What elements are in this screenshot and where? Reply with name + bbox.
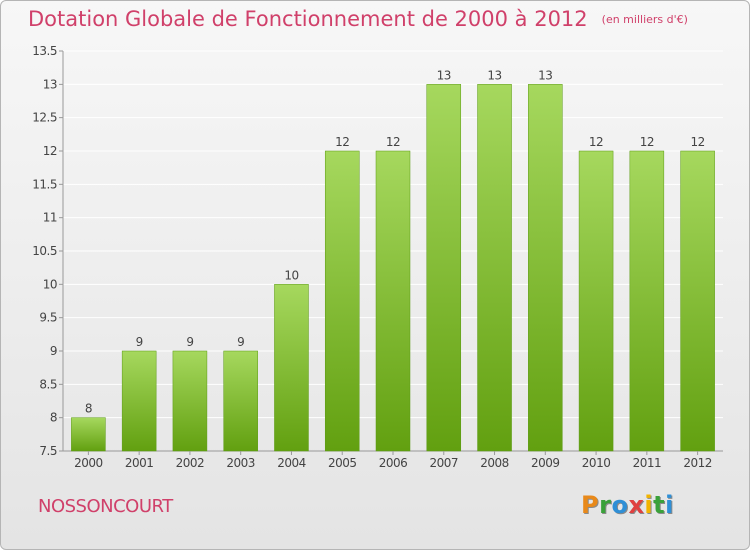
logo-letter: P: [581, 491, 600, 519]
x-tick-label: 2010: [582, 456, 611, 470]
data-label: 13: [487, 68, 501, 82]
bar: [274, 284, 309, 452]
logo-letter: i: [665, 491, 674, 519]
y-tick-label: 12: [43, 144, 57, 158]
x-tick-label: 2012: [683, 456, 712, 470]
bar: [172, 350, 208, 452]
data-label: 12: [386, 135, 400, 149]
logo-letter: o: [611, 491, 629, 519]
bar: [324, 150, 360, 452]
logo-letter: t: [653, 491, 666, 519]
data-label: 9: [136, 335, 143, 349]
proxiti-logo: Proxiti: [581, 491, 674, 519]
data-label: 9: [237, 335, 244, 349]
bar: [375, 150, 411, 452]
y-tick-label: 8.5: [39, 377, 57, 391]
y-tick-label: 10: [43, 277, 57, 291]
y-tick-label: 9.5: [39, 311, 57, 325]
x-tick-label: 2001: [125, 456, 154, 470]
y-tick-label: 7.5: [39, 444, 57, 458]
x-tick-label: 2003: [226, 456, 255, 470]
y-tick-label: 11: [43, 211, 57, 225]
logo-letter: r: [599, 491, 612, 519]
y-tick-label: 10.5: [32, 244, 57, 258]
bar: [629, 150, 665, 452]
logo-letter: i: [644, 491, 654, 519]
data-label: 12: [335, 135, 349, 149]
data-label: 12: [640, 135, 654, 149]
bar: [578, 150, 614, 452]
bar: [477, 84, 512, 452]
x-tick-label: 2004: [277, 456, 306, 470]
x-tick-label: 2000: [74, 456, 103, 470]
y-tick-label: 13.5: [32, 44, 57, 58]
logo-letter: x: [628, 491, 645, 519]
x-tick-label: 2006: [379, 456, 408, 470]
x-tick-label: 2005: [328, 456, 357, 470]
chart-unit: (en milliers d'€): [601, 13, 688, 26]
x-tick-label: 2011: [633, 456, 662, 470]
data-label: 13: [437, 68, 451, 82]
bar: [426, 84, 462, 452]
y-tick-label: 8: [50, 411, 57, 425]
x-tick-label: 2009: [531, 456, 560, 470]
chart-title-text: Dotation Globale de Fonctionnement de 20…: [28, 7, 588, 31]
bar: [121, 350, 157, 452]
commune-name: NOSSONCOURT: [38, 496, 173, 517]
data-label: 8: [85, 402, 92, 416]
x-tick-label: 2007: [429, 456, 458, 470]
bar: [680, 150, 715, 452]
data-label: 13: [538, 68, 552, 82]
y-tick-label: 9: [50, 344, 57, 358]
y-tick-label: 12.5: [32, 111, 57, 125]
bar: [528, 84, 563, 452]
y-tick-label: 13: [43, 77, 57, 91]
bar: [223, 350, 258, 452]
bar: [71, 417, 106, 452]
x-tick-label: 2002: [176, 456, 205, 470]
data-label: 10: [284, 268, 298, 282]
data-label: 12: [589, 135, 603, 149]
data-label: 9: [186, 335, 193, 349]
x-tick-label: 2008: [480, 456, 509, 470]
chart-title: Dotation Globale de Fonctionnement de 20…: [28, 7, 688, 31]
data-label: 12: [690, 135, 704, 149]
y-tick-label: 11.5: [32, 177, 57, 191]
